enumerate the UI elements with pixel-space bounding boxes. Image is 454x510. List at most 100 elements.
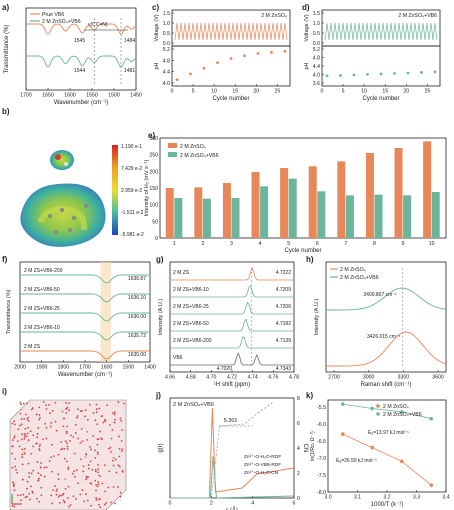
spectrum-label: 2 M ZS+VB6-200 [173, 338, 212, 344]
atom-point [82, 470, 85, 473]
bar [165, 188, 174, 238]
atom-point [86, 407, 89, 410]
raman-peak-label: 3400.807 cm⁻¹ [363, 292, 397, 298]
voltage-tick-label: 1.0 [313, 21, 320, 27]
atom-point [60, 409, 63, 411]
atom-point [103, 441, 106, 444]
atom-point [115, 468, 118, 471]
atom-point [26, 432, 29, 435]
atom-point [21, 448, 24, 451]
legend-label: 2 M ZnSO₄ [340, 267, 366, 273]
atom-point [89, 445, 91, 448]
atom-point [88, 464, 90, 466]
atom-point [13, 435, 16, 438]
atom-point [76, 437, 78, 439]
atom-point [65, 402, 67, 404]
atom-point [38, 445, 41, 448]
y2-tick-label: 0 [297, 496, 300, 502]
ph-point [216, 61, 219, 64]
y-axis-label: ln(1/Rᴄₜ Ω⁻¹) [310, 431, 316, 461]
atom-point [98, 407, 101, 410]
legend-marker [376, 404, 380, 408]
axes-frame [325, 261, 447, 373]
atom-point [41, 482, 44, 485]
bar [394, 148, 403, 238]
x-tick-label: 3600 [432, 375, 444, 381]
atom-point [21, 438, 23, 441]
atom-point [23, 437, 26, 440]
atom-point [113, 421, 116, 424]
shift-value: 4.7206 [276, 304, 292, 310]
atom-point [23, 422, 26, 425]
atom-point [38, 426, 41, 429]
ph-point [433, 70, 437, 74]
atom-point [65, 432, 68, 435]
peak-label-1545: 1545 [74, 38, 85, 44]
atom-point [23, 417, 25, 420]
atom-point [62, 425, 65, 428]
atom-point [63, 432, 66, 434]
y2-tick-label: 6 [297, 421, 300, 427]
atom-point [93, 453, 96, 456]
atom-point [95, 489, 97, 492]
atom-point [25, 420, 28, 423]
atom-point [41, 421, 44, 423]
y-axis-label: Transmittance (%) [4, 25, 10, 74]
spectrum-label: 2 M ZS+VB6-200 [24, 268, 63, 274]
atom-point [19, 494, 22, 497]
atom-point [90, 448, 92, 451]
atom [84, 204, 88, 208]
atom-point [94, 419, 97, 422]
atom-point [120, 419, 123, 422]
atom-point [117, 464, 120, 467]
atom-point [122, 491, 125, 493]
atom-point [67, 485, 70, 488]
atom-point [11, 425, 14, 428]
atom-point [63, 457, 66, 460]
atom-point [38, 448, 41, 450]
atom-point [77, 482, 79, 485]
atom-point [65, 430, 68, 433]
atom-point [95, 411, 98, 414]
legend-label: 2 M ZnSO₄ [383, 404, 409, 410]
x-tick-label: 3.1 [354, 495, 361, 501]
x-tick-label: 3.0 [324, 495, 331, 501]
atom-point [16, 494, 19, 497]
atom-point [19, 424, 21, 427]
x-tick-label: 3 [230, 241, 233, 247]
atom-point [64, 440, 67, 443]
data-point [429, 416, 434, 421]
atom-point [27, 419, 30, 422]
atom-point [101, 415, 104, 417]
ftir-spectrum [20, 293, 150, 303]
atom-point [108, 424, 111, 426]
peak-value: 1635.72 [128, 333, 146, 339]
atom-point [80, 428, 83, 430]
bar [308, 166, 317, 238]
legend-label: 2 M ZnSO₄+VB6 [42, 19, 81, 25]
atom-point [37, 479, 39, 482]
atom-point [11, 422, 14, 425]
y-tick-label: 250 [149, 153, 158, 159]
atom-point [97, 481, 100, 483]
x-tick-label: 1550 [86, 93, 98, 99]
atom-point [62, 492, 65, 495]
atom-point [66, 497, 69, 499]
atom-point [72, 495, 75, 498]
legend-swatch [168, 143, 177, 148]
atom-point [112, 459, 114, 462]
atom-point [24, 453, 26, 455]
atom-point [69, 439, 71, 442]
bar [174, 198, 183, 238]
atom-point [16, 471, 19, 474]
atom-point [98, 498, 100, 501]
atom [54, 230, 58, 234]
ph-tick-label: 4.0 [313, 73, 320, 79]
shift-value: 4.7182 [276, 321, 292, 327]
atom-point [110, 437, 113, 440]
x-tick-label: 7 [344, 241, 347, 247]
atom-point [101, 460, 104, 463]
atom-point [97, 471, 100, 474]
atom-point [97, 468, 100, 471]
atom-point [83, 424, 86, 427]
